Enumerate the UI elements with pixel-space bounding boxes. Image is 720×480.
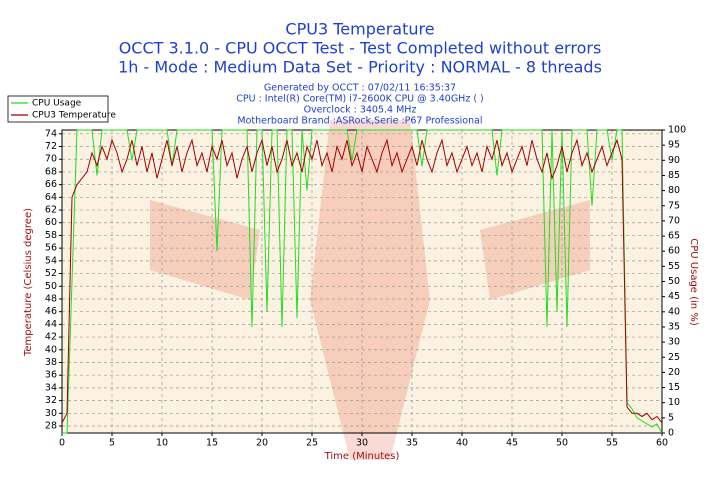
y-tick-label: 36	[45, 370, 57, 381]
x-tick-label: 30	[356, 438, 368, 449]
y2-tick-label: 85	[668, 170, 680, 181]
legend-box	[7, 95, 109, 123]
series-line	[62, 129, 662, 434]
x-tick-label: 15	[206, 438, 218, 449]
y-tick-label: 40	[45, 344, 57, 355]
plot-lines	[62, 129, 662, 434]
y-tick-label: 68	[45, 166, 57, 177]
y-tick-label: 48	[45, 293, 57, 304]
y-axis-label: Temperature (Celsius degree)	[23, 208, 34, 357]
y-tick-label: 66	[45, 179, 57, 190]
y-tick-label: 38	[45, 357, 57, 368]
y2-tick-label: 100	[668, 125, 686, 136]
legend-label: CPU Usage	[32, 99, 82, 109]
subtitle: OCCT 3.1.0 - CPU OCCT Test - Test Comple…	[119, 39, 602, 58]
y2-tick-label: 0	[668, 428, 674, 439]
y2-tick-label: 5	[668, 412, 674, 423]
chart-title: CPU3 Temperature	[285, 20, 434, 39]
subtitle: 1h - Mode : Medium Data Set - Priority :…	[118, 58, 602, 77]
y-tick-label: 30	[45, 408, 57, 419]
y-tick-label: 70	[45, 154, 57, 165]
y2-tick-label: 95	[668, 140, 680, 151]
y-tick-label: 62	[45, 205, 57, 216]
y-tick-label: 52	[45, 268, 57, 279]
series-line	[62, 138, 662, 424]
x-tick-label: 40	[456, 438, 468, 449]
y2-tick-label: 30	[668, 337, 680, 348]
y-tick-label: 32	[45, 395, 57, 406]
x-axis-label: Time (Minutes)	[324, 451, 400, 462]
y-tick-label: 74	[45, 128, 57, 139]
x-tick-label: 0	[59, 438, 65, 449]
y-tick-label: 50	[45, 281, 57, 292]
y2-tick-label: 70	[668, 215, 680, 226]
y2-tick-label: 60	[668, 246, 680, 257]
y-tick-label: 56	[45, 243, 57, 254]
info-line: CPU : Intel(R) Core(TM) i7-2600K CPU @ 3…	[236, 94, 484, 105]
y2-tick-label: 15	[668, 382, 680, 393]
y2-tick-label: 80	[668, 185, 680, 196]
y2-tick-label: 40	[668, 306, 680, 317]
y-tick-label: 60	[45, 217, 57, 228]
y2-tick-label: 75	[668, 200, 680, 211]
y-tick-label: 44	[45, 319, 57, 330]
y2-tick-label: 25	[668, 352, 680, 363]
y-tick-label: 72	[45, 141, 57, 152]
info-line: Motherboard Brand :ASRock,Serie :P67 Pro…	[237, 116, 482, 127]
y2-tick-label: 50	[668, 276, 680, 287]
y-tick-label: 46	[45, 306, 57, 317]
y2-axis-label: CPU Usage (in %)	[688, 238, 699, 326]
y2-tick-label: 10	[668, 397, 680, 408]
y-tick-label: 58	[45, 230, 57, 241]
y2-tick-label: 55	[668, 261, 680, 272]
x-tick-label: 10	[156, 438, 168, 449]
y-tick-label: 42	[45, 332, 57, 343]
y2-tick-label: 65	[668, 231, 680, 242]
info-line: Overclock : 3405.4 MHz	[304, 105, 417, 116]
y-tick-label: 54	[45, 255, 57, 266]
y2-tick-label: 35	[668, 321, 680, 332]
x-tick-label: 60	[656, 438, 668, 449]
y2-tick-label: 20	[668, 367, 680, 378]
x-tick-label: 20	[256, 438, 268, 449]
x-tick-label: 55	[606, 438, 618, 449]
y2-tick-label: 45	[668, 291, 680, 302]
y-tick-label: 28	[45, 421, 57, 432]
y2-tick-label: 90	[668, 155, 680, 166]
x-tick-label: 50	[556, 438, 568, 449]
y-tick-label: 34	[45, 382, 57, 393]
legend-label: CPU3 Temperature	[32, 111, 116, 121]
x-tick-label: 45	[506, 438, 518, 449]
x-tick-label: 5	[109, 438, 115, 449]
x-tick-label: 35	[406, 438, 418, 449]
y-tick-label: 64	[45, 192, 57, 203]
x-tick-label: 25	[306, 438, 318, 449]
info-line: Generated by OCCT : 07/02/11 16:35:37	[264, 83, 456, 94]
